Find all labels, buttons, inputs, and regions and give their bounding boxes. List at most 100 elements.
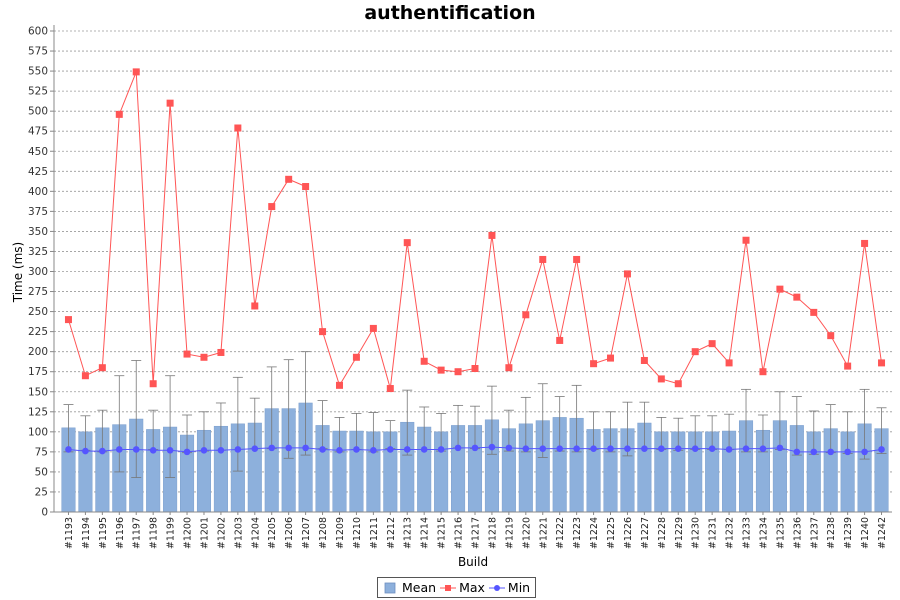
legend-label-mean: Mean (402, 580, 437, 595)
y-tick-label: 250 (28, 306, 48, 318)
min-point (302, 444, 309, 452)
min-point (810, 448, 818, 456)
x-tick-label: #1235 (775, 517, 786, 549)
max-point (352, 353, 360, 361)
min-point (82, 447, 89, 455)
min-point (759, 445, 767, 452)
min-point (319, 446, 326, 453)
x-tick-label: #1213 (403, 517, 414, 549)
min-point (607, 445, 614, 452)
min-point (99, 447, 106, 455)
min-point (539, 445, 547, 452)
y-tick-label: 50 (35, 466, 48, 478)
y-tick-label: 225 (28, 326, 48, 338)
x-tick-label: #1205 (267, 517, 278, 549)
x-tick-label: #1204 (250, 517, 261, 549)
max-point (793, 293, 801, 301)
x-tick-label: #1207 (301, 517, 312, 549)
max-point (691, 348, 699, 356)
min-point (200, 446, 208, 454)
max-point (115, 110, 123, 118)
max-point (878, 359, 886, 367)
y-tick-label: 450 (28, 146, 48, 158)
min-point (370, 446, 377, 454)
max-point (505, 364, 513, 372)
max-point (437, 366, 445, 374)
x-tick-label: #1201 (199, 517, 210, 549)
x-tick-label: #1226 (623, 517, 634, 549)
x-tick-label: #1198 (149, 517, 160, 549)
y-tick-label: 525 (28, 86, 48, 98)
y-tick-label: 475 (28, 126, 48, 138)
min-point (251, 445, 259, 452)
x-tick-label: #1215 (437, 517, 448, 549)
max-line-marker-icon (440, 582, 457, 594)
max-point (640, 356, 648, 364)
min-point (793, 448, 801, 456)
min-point (488, 443, 496, 451)
y-axis-label: Time (ms) (11, 242, 25, 304)
max-point (522, 311, 530, 319)
max-point (607, 354, 615, 362)
max-point (556, 336, 564, 344)
x-tick-label: #1202 (216, 517, 227, 549)
max-point (725, 359, 733, 367)
min-point (522, 445, 530, 452)
max-point (861, 239, 869, 247)
min-point (556, 445, 563, 452)
x-tick-label: #1216 (454, 517, 465, 549)
y-tick-label: 200 (28, 346, 48, 358)
x-tick-label: #1217 (471, 517, 482, 549)
chart-title: authentification (364, 2, 536, 24)
line-layer (64, 68, 886, 456)
min-point (861, 448, 868, 456)
max-point (420, 357, 428, 365)
x-tick-label: #1232 (725, 517, 736, 549)
x-tick-label: #1238 (826, 517, 837, 549)
min-point (183, 448, 191, 456)
x-tick-label: #1229 (674, 517, 685, 549)
x-tick-label: #1195 (98, 517, 109, 549)
min-point (658, 445, 665, 452)
max-point (488, 231, 496, 239)
max-point (200, 353, 208, 361)
min-point (742, 445, 750, 452)
max-point (234, 124, 242, 132)
x-tick-label: #1225 (606, 517, 617, 549)
max-point (454, 368, 462, 376)
y-tick-label: 550 (28, 66, 48, 78)
x-tick-label: #1199 (166, 517, 177, 549)
max-point (742, 236, 750, 244)
min-point (674, 445, 682, 452)
x-tick-label: #1224 (589, 517, 600, 549)
max-point (573, 255, 581, 263)
y-tick-label: 375 (28, 206, 48, 218)
max-point (844, 362, 852, 370)
x-axis-label: Build (458, 555, 488, 569)
x-tick-label: #1231 (708, 517, 719, 549)
min-point (827, 448, 835, 456)
x-tick-label: #1234 (758, 517, 769, 549)
y-tick-label: 575 (28, 46, 48, 58)
max-point (251, 302, 259, 310)
x-tick-label: #1194 (81, 517, 92, 549)
max-point (369, 324, 377, 332)
y-tick-label: 125 (28, 406, 48, 418)
min-point (624, 445, 631, 452)
min-point (878, 446, 885, 453)
max-point (590, 360, 598, 368)
x-tick-label: #1212 (386, 517, 397, 549)
min-point (454, 444, 462, 452)
x-tick-label: #1240 (860, 517, 871, 549)
y-tick-label: 100 (28, 426, 48, 438)
mean-swatch-icon (383, 582, 399, 594)
min-point (471, 444, 479, 452)
min-point (217, 446, 225, 454)
legend-label-max: Max (459, 580, 485, 595)
y-tick-label: 75 (35, 446, 48, 458)
y-tick-label: 300 (28, 266, 48, 278)
x-tick-label: #1236 (792, 517, 803, 549)
max-point (132, 68, 140, 76)
x-tick-label: #1209 (335, 517, 346, 549)
x-tick-label: #1228 (657, 517, 668, 549)
